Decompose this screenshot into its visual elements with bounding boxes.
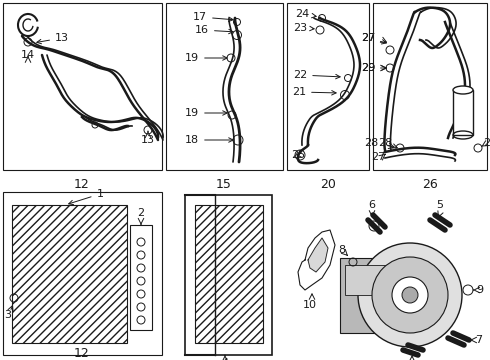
Text: 22: 22: [293, 70, 340, 80]
Bar: [166, 3, 283, 170]
Text: 10: 10: [303, 300, 317, 310]
Bar: [12, 205, 127, 343]
Bar: [340, 258, 395, 333]
Text: 27: 27: [361, 33, 386, 44]
Bar: [373, 3, 487, 170]
Text: 15: 15: [216, 178, 232, 191]
Text: 16: 16: [195, 25, 233, 35]
Text: 27: 27: [361, 33, 375, 43]
Text: 18: 18: [185, 135, 233, 145]
Text: 13: 13: [141, 135, 155, 145]
Text: 26: 26: [422, 178, 438, 191]
Bar: [287, 3, 369, 170]
Bar: [195, 205, 263, 343]
Text: 23: 23: [293, 23, 314, 33]
Bar: [185, 195, 272, 355]
Text: 12: 12: [74, 347, 90, 360]
Text: 28: 28: [483, 138, 490, 148]
Circle shape: [358, 243, 462, 347]
Text: 14: 14: [21, 50, 35, 60]
Circle shape: [372, 257, 448, 333]
Text: 28: 28: [364, 138, 378, 148]
Text: 28: 28: [378, 138, 398, 148]
Text: 13: 13: [37, 33, 69, 44]
Bar: [3, 192, 162, 355]
Text: 29: 29: [361, 63, 375, 73]
Bar: [453, 90, 473, 135]
Text: 27: 27: [371, 152, 385, 162]
Ellipse shape: [453, 86, 473, 94]
Text: 2: 2: [137, 208, 145, 218]
Bar: [345, 265, 390, 295]
Polygon shape: [298, 230, 335, 290]
Circle shape: [402, 287, 418, 303]
Text: 25: 25: [291, 150, 305, 160]
Polygon shape: [308, 238, 328, 272]
Text: 7: 7: [475, 335, 482, 345]
Text: 8: 8: [339, 245, 345, 255]
Text: 12: 12: [74, 178, 90, 191]
Text: 9: 9: [476, 285, 483, 295]
Text: 17: 17: [193, 12, 233, 22]
Text: 5: 5: [437, 200, 443, 210]
Text: 21: 21: [292, 87, 336, 97]
Text: 6: 6: [368, 200, 375, 210]
Text: 24: 24: [295, 9, 316, 19]
Text: 19: 19: [185, 108, 227, 118]
Text: 19: 19: [185, 53, 227, 63]
Text: 1: 1: [69, 189, 103, 204]
Text: 4: 4: [221, 358, 228, 360]
Text: 29: 29: [361, 63, 386, 73]
Bar: [3, 3, 162, 170]
Bar: [130, 225, 152, 330]
Circle shape: [392, 277, 428, 313]
Text: 20: 20: [320, 178, 336, 191]
Text: 3: 3: [4, 310, 11, 320]
